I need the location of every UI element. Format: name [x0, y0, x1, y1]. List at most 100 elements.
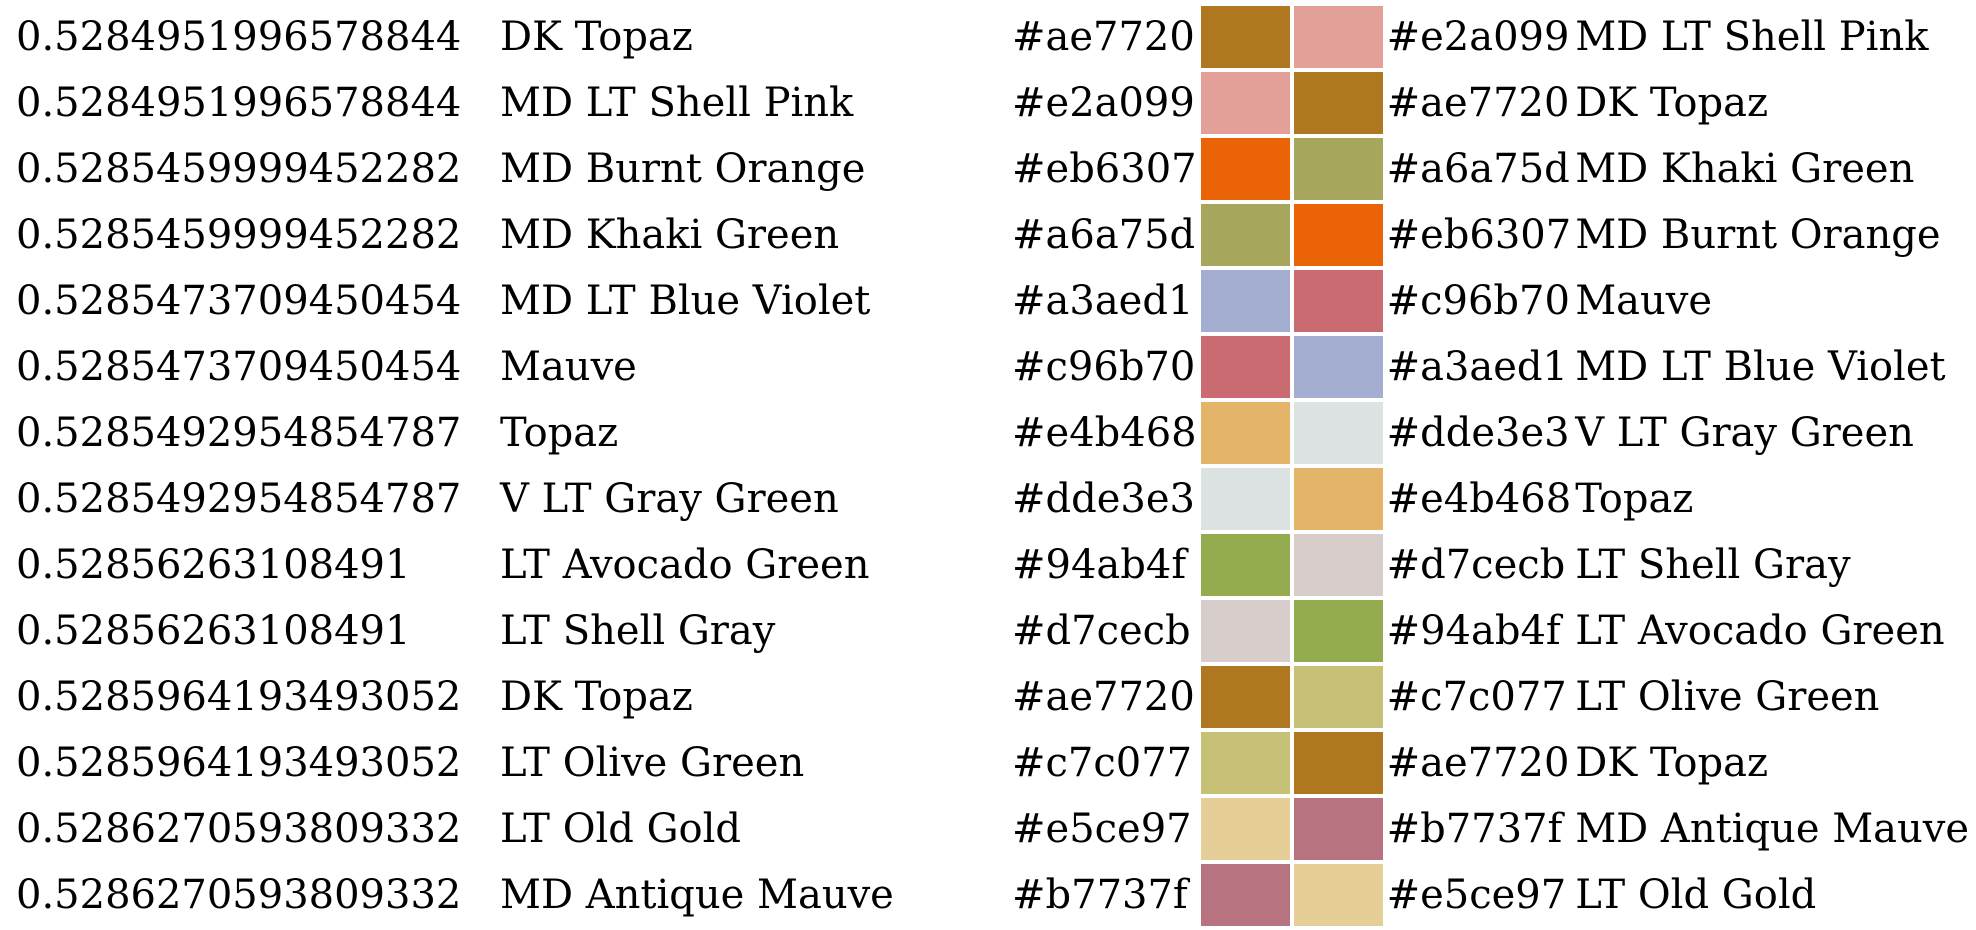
table-row: 0.5285964193493052 DK Topaz #ae7720 #c7c077…	[16, 666, 1969, 728]
pair-color-name: V LT Gray Green	[1575, 410, 1914, 456]
pair-color-name: Mauve	[1575, 278, 1713, 324]
swatch-fill	[1200, 732, 1290, 794]
swatch-fill	[1293, 402, 1383, 464]
swatch-fill	[1293, 72, 1383, 134]
color-pair-rows: 0.5284951996578844 DK Topaz #ae7720 #e2a099…	[16, 6, 1969, 926]
pair-color-hex: #d7cecb	[1386, 542, 1566, 588]
swatch-fill	[1200, 72, 1290, 134]
swatch-fill	[1200, 468, 1290, 530]
distance-value: 0.5285473709450454	[16, 344, 462, 390]
distance-value: 0.52856263108491	[16, 542, 411, 588]
color-hex: #94ab4f	[1012, 542, 1187, 588]
color-name: MD Khaki Green	[500, 212, 840, 258]
pair-color-swatch	[1293, 138, 1383, 200]
color-swatch	[1200, 138, 1290, 200]
color-hex: #c7c077	[1012, 740, 1193, 786]
color-hex: #d7cecb	[1012, 608, 1191, 654]
color-swatch	[1200, 204, 1290, 266]
color-name: MD LT Blue Violet	[500, 278, 871, 324]
color-swatch	[1200, 468, 1290, 530]
color-hex: #dde3e3	[1012, 476, 1195, 522]
distance-value: 0.52856263108491	[16, 608, 411, 654]
color-swatch	[1200, 666, 1290, 728]
color-hex: #e2a099	[1012, 80, 1195, 126]
color-swatch	[1200, 798, 1290, 860]
color-name: DK Topaz	[500, 14, 693, 60]
pair-color-name: DK Topaz	[1575, 80, 1769, 126]
swatch-fill	[1293, 666, 1383, 728]
table-row: 0.5285459999452282 MD Khaki Green #a6a75d #…	[16, 204, 1969, 266]
color-swatch	[1200, 6, 1290, 68]
swatch-fill	[1293, 270, 1383, 332]
color-name: MD LT Shell Pink	[500, 80, 854, 126]
distance-value: 0.5285964193493052	[16, 674, 462, 720]
pair-color-hex: #ae7720	[1386, 80, 1570, 126]
pair-color-name: LT Olive Green	[1575, 674, 1880, 720]
table-row: 0.5285473709450454 MD LT Blue Violet #a3ae…	[16, 270, 1969, 332]
color-swatch	[1200, 402, 1290, 464]
distance-value: 0.5286270593809332	[16, 872, 462, 918]
swatch-fill	[1293, 468, 1383, 530]
pair-color-swatch	[1293, 666, 1383, 728]
pair-color-hex: #a3aed1	[1386, 344, 1568, 390]
pair-color-swatch	[1293, 468, 1383, 530]
pair-color-name: LT Old Gold	[1575, 872, 1817, 918]
color-swatch	[1200, 336, 1290, 398]
pair-color-name: MD Burnt Orange	[1575, 212, 1941, 258]
color-name: DK Topaz	[500, 674, 693, 720]
pair-color-hex: #c7c077	[1386, 674, 1567, 720]
swatch-fill	[1200, 6, 1290, 68]
table-row: 0.5285492954854787 V LT Gray Green #dde3e3…	[16, 468, 1969, 530]
color-name: Topaz	[500, 410, 619, 456]
table-row: 0.5286270593809332 LT Old Gold #e5ce97 #b77…	[16, 798, 1969, 860]
distance-value: 0.5284951996578844	[16, 80, 462, 126]
table-row: 0.52856263108491 LT Avocado Green #94ab4f #…	[16, 534, 1969, 596]
swatch-fill	[1200, 270, 1290, 332]
table-row: 0.5285964193493052 LT Olive Green #c7c077 #…	[16, 732, 1969, 794]
color-hex: #e4b468	[1012, 410, 1197, 456]
swatch-fill	[1200, 336, 1290, 398]
table-row: 0.5284951996578844 MD LT Shell Pink #e2a09…	[16, 72, 1969, 134]
pair-color-swatch	[1293, 204, 1383, 266]
color-hex: #a3aed1	[1012, 278, 1194, 324]
swatch-fill	[1200, 534, 1290, 596]
pair-color-swatch	[1293, 864, 1383, 926]
color-hex: #a6a75d	[1012, 212, 1196, 258]
swatch-fill	[1293, 336, 1383, 398]
pair-color-hex: #e5ce97	[1386, 872, 1567, 918]
pair-color-swatch	[1293, 798, 1383, 860]
color-name: LT Avocado Green	[500, 542, 870, 588]
distance-value: 0.5286270593809332	[16, 806, 462, 852]
swatch-fill	[1200, 798, 1290, 860]
table-row: 0.5285492954854787 Topaz #e4b468 #dde3e3 V L…	[16, 402, 1969, 464]
pair-color-hex: #e2a099	[1386, 14, 1570, 60]
pair-color-swatch	[1293, 336, 1383, 398]
pair-color-hex: #c96b70	[1386, 278, 1570, 324]
color-name: Mauve	[500, 344, 637, 390]
color-name: MD Burnt Orange	[500, 146, 866, 192]
swatch-fill	[1293, 534, 1383, 596]
swatch-fill	[1200, 864, 1290, 926]
swatch-fill	[1200, 600, 1290, 662]
swatch-fill	[1200, 666, 1290, 728]
pair-color-name: LT Shell Gray	[1575, 542, 1851, 588]
swatch-fill	[1293, 138, 1383, 200]
color-hex: #eb6307	[1012, 146, 1197, 192]
pair-color-hex: #94ab4f	[1386, 608, 1561, 654]
pair-color-swatch	[1293, 402, 1383, 464]
color-swatch	[1200, 732, 1290, 794]
table-row: 0.5285459999452282 MD Burnt Orange #eb6307…	[16, 138, 1969, 200]
pair-color-swatch	[1293, 600, 1383, 662]
table-row: 0.5284951996578844 DK Topaz #ae7720 #e2a099…	[16, 6, 1969, 68]
distance-value: 0.5285459999452282	[16, 146, 462, 192]
swatch-fill	[1293, 6, 1383, 68]
color-swatch	[1200, 72, 1290, 134]
pair-color-hex: #a6a75d	[1386, 146, 1570, 192]
table-row: 0.52856263108491 LT Shell Gray #d7cecb #94a…	[16, 600, 1969, 662]
pair-color-name: Topaz	[1575, 476, 1694, 522]
color-name: LT Shell Gray	[500, 608, 776, 654]
pair-color-name: DK Topaz	[1575, 740, 1769, 786]
color-name: MD Antique Mauve	[500, 872, 894, 918]
swatch-fill	[1200, 138, 1290, 200]
pair-color-name: MD Khaki Green	[1575, 146, 1915, 192]
